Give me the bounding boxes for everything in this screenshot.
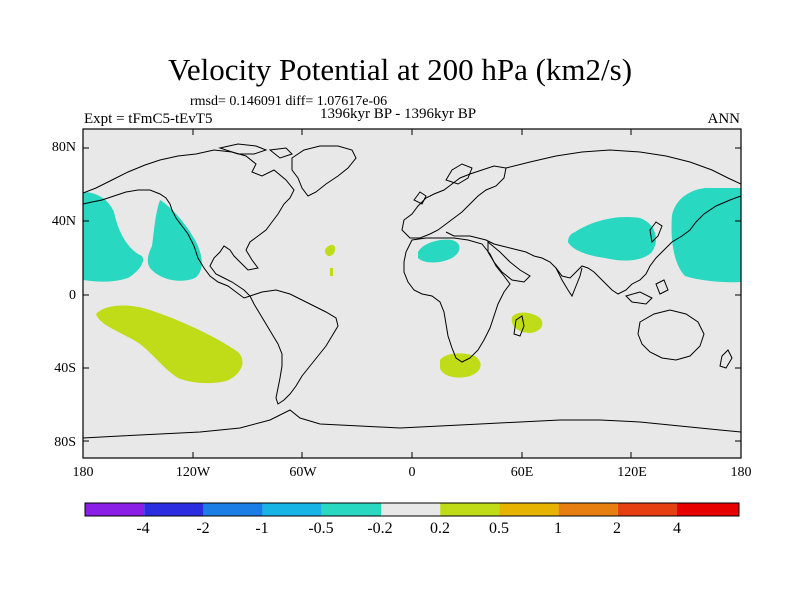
experiment-label: Expt = tFmC5-tEvT5	[84, 111, 213, 127]
coast-antarctica	[83, 409, 741, 439]
coast-madagascar	[513, 315, 525, 337]
colorbar-label: -0.5	[308, 520, 334, 537]
colorbar-swatch	[677, 503, 739, 516]
north-africa-negative-region	[418, 239, 460, 263]
coast-japan	[625, 221, 669, 305]
colorbar-label: -4	[136, 520, 150, 537]
season-label: ANN	[707, 111, 741, 127]
lon-tick-label: 180	[72, 465, 94, 480]
stats-line: rmsd= 0.146091 diff= 1.07617e-06	[190, 94, 388, 109]
colorbar-label: -0.2	[367, 520, 393, 537]
colorbar-swatch	[262, 503, 322, 516]
coast-north-america	[83, 149, 295, 299]
colorbar-swatch	[85, 503, 145, 516]
colorbar-label: 0.5	[489, 520, 509, 537]
colorbar-swatch	[558, 503, 618, 516]
colorbar-swatch	[203, 503, 263, 516]
period-label: 1396kyr BP - 1396kyr BP	[320, 106, 477, 122]
lat-tick-label: 80S	[54, 435, 76, 450]
lon-tick-label: 120E	[617, 465, 647, 480]
coast-scandinavia	[413, 163, 473, 205]
coast-africa	[403, 237, 511, 363]
coast-arctic-islands	[218, 143, 293, 159]
colorbar-frame	[84, 502, 740, 517]
lon-tick-label: 60E	[510, 465, 534, 480]
coast-asia	[445, 149, 741, 295]
lat-tick-label: 0	[69, 288, 76, 303]
lat-tick-label: 40S	[54, 361, 76, 376]
coast-south-america	[249, 289, 339, 405]
coast-greenland	[291, 145, 357, 197]
south-pacific-positive-region	[96, 305, 243, 384]
colorbar-label: 2	[613, 520, 621, 537]
lon-tick-label: 120W	[175, 465, 211, 480]
colorbar	[84, 502, 740, 517]
north-pacific-west-negative-region	[671, 188, 741, 283]
lon-tick-label: 0	[408, 465, 416, 480]
south-africa-positive-region	[440, 353, 481, 378]
map-background	[83, 129, 741, 458]
colorbar-swatch	[144, 503, 204, 516]
coastlines	[83, 143, 741, 439]
north-pacific-east-negative-region	[83, 192, 144, 282]
coast-india	[555, 267, 583, 298]
atlantic-positive-region-a	[324, 244, 336, 257]
coast-europe	[401, 165, 507, 239]
plot-title: Velocity Potential at 200 hPa (km2/s)	[167, 52, 633, 87]
colorbar-label: -2	[196, 520, 210, 537]
colorbar-label: 0.2	[430, 520, 450, 537]
atlantic-positive-region-b	[330, 268, 333, 276]
colorbar-label: -1	[255, 520, 269, 537]
colorbar-swatch	[617, 503, 677, 516]
north-pacific-east-negative-region-b	[147, 200, 202, 281]
colorbar-swatch	[381, 503, 441, 516]
lon-ticks	[82, 129, 742, 458]
coast-new-zealand	[719, 349, 733, 369]
lat-tick-label: 40N	[51, 214, 76, 229]
colorbar-label: 1	[554, 520, 562, 537]
colorbar-swatch	[321, 503, 381, 516]
colorbar-swatch	[499, 503, 559, 516]
lon-tick-label: 180	[730, 465, 752, 480]
lat-tick-label: 80N	[51, 140, 76, 155]
colorbar-label: 4	[673, 520, 681, 537]
lat-ticks	[83, 147, 741, 442]
colorbar-swatch	[440, 503, 500, 516]
east-asia-negative-region	[568, 216, 656, 261]
coast-australia	[637, 309, 705, 361]
lon-tick-label: 60W	[289, 465, 317, 480]
